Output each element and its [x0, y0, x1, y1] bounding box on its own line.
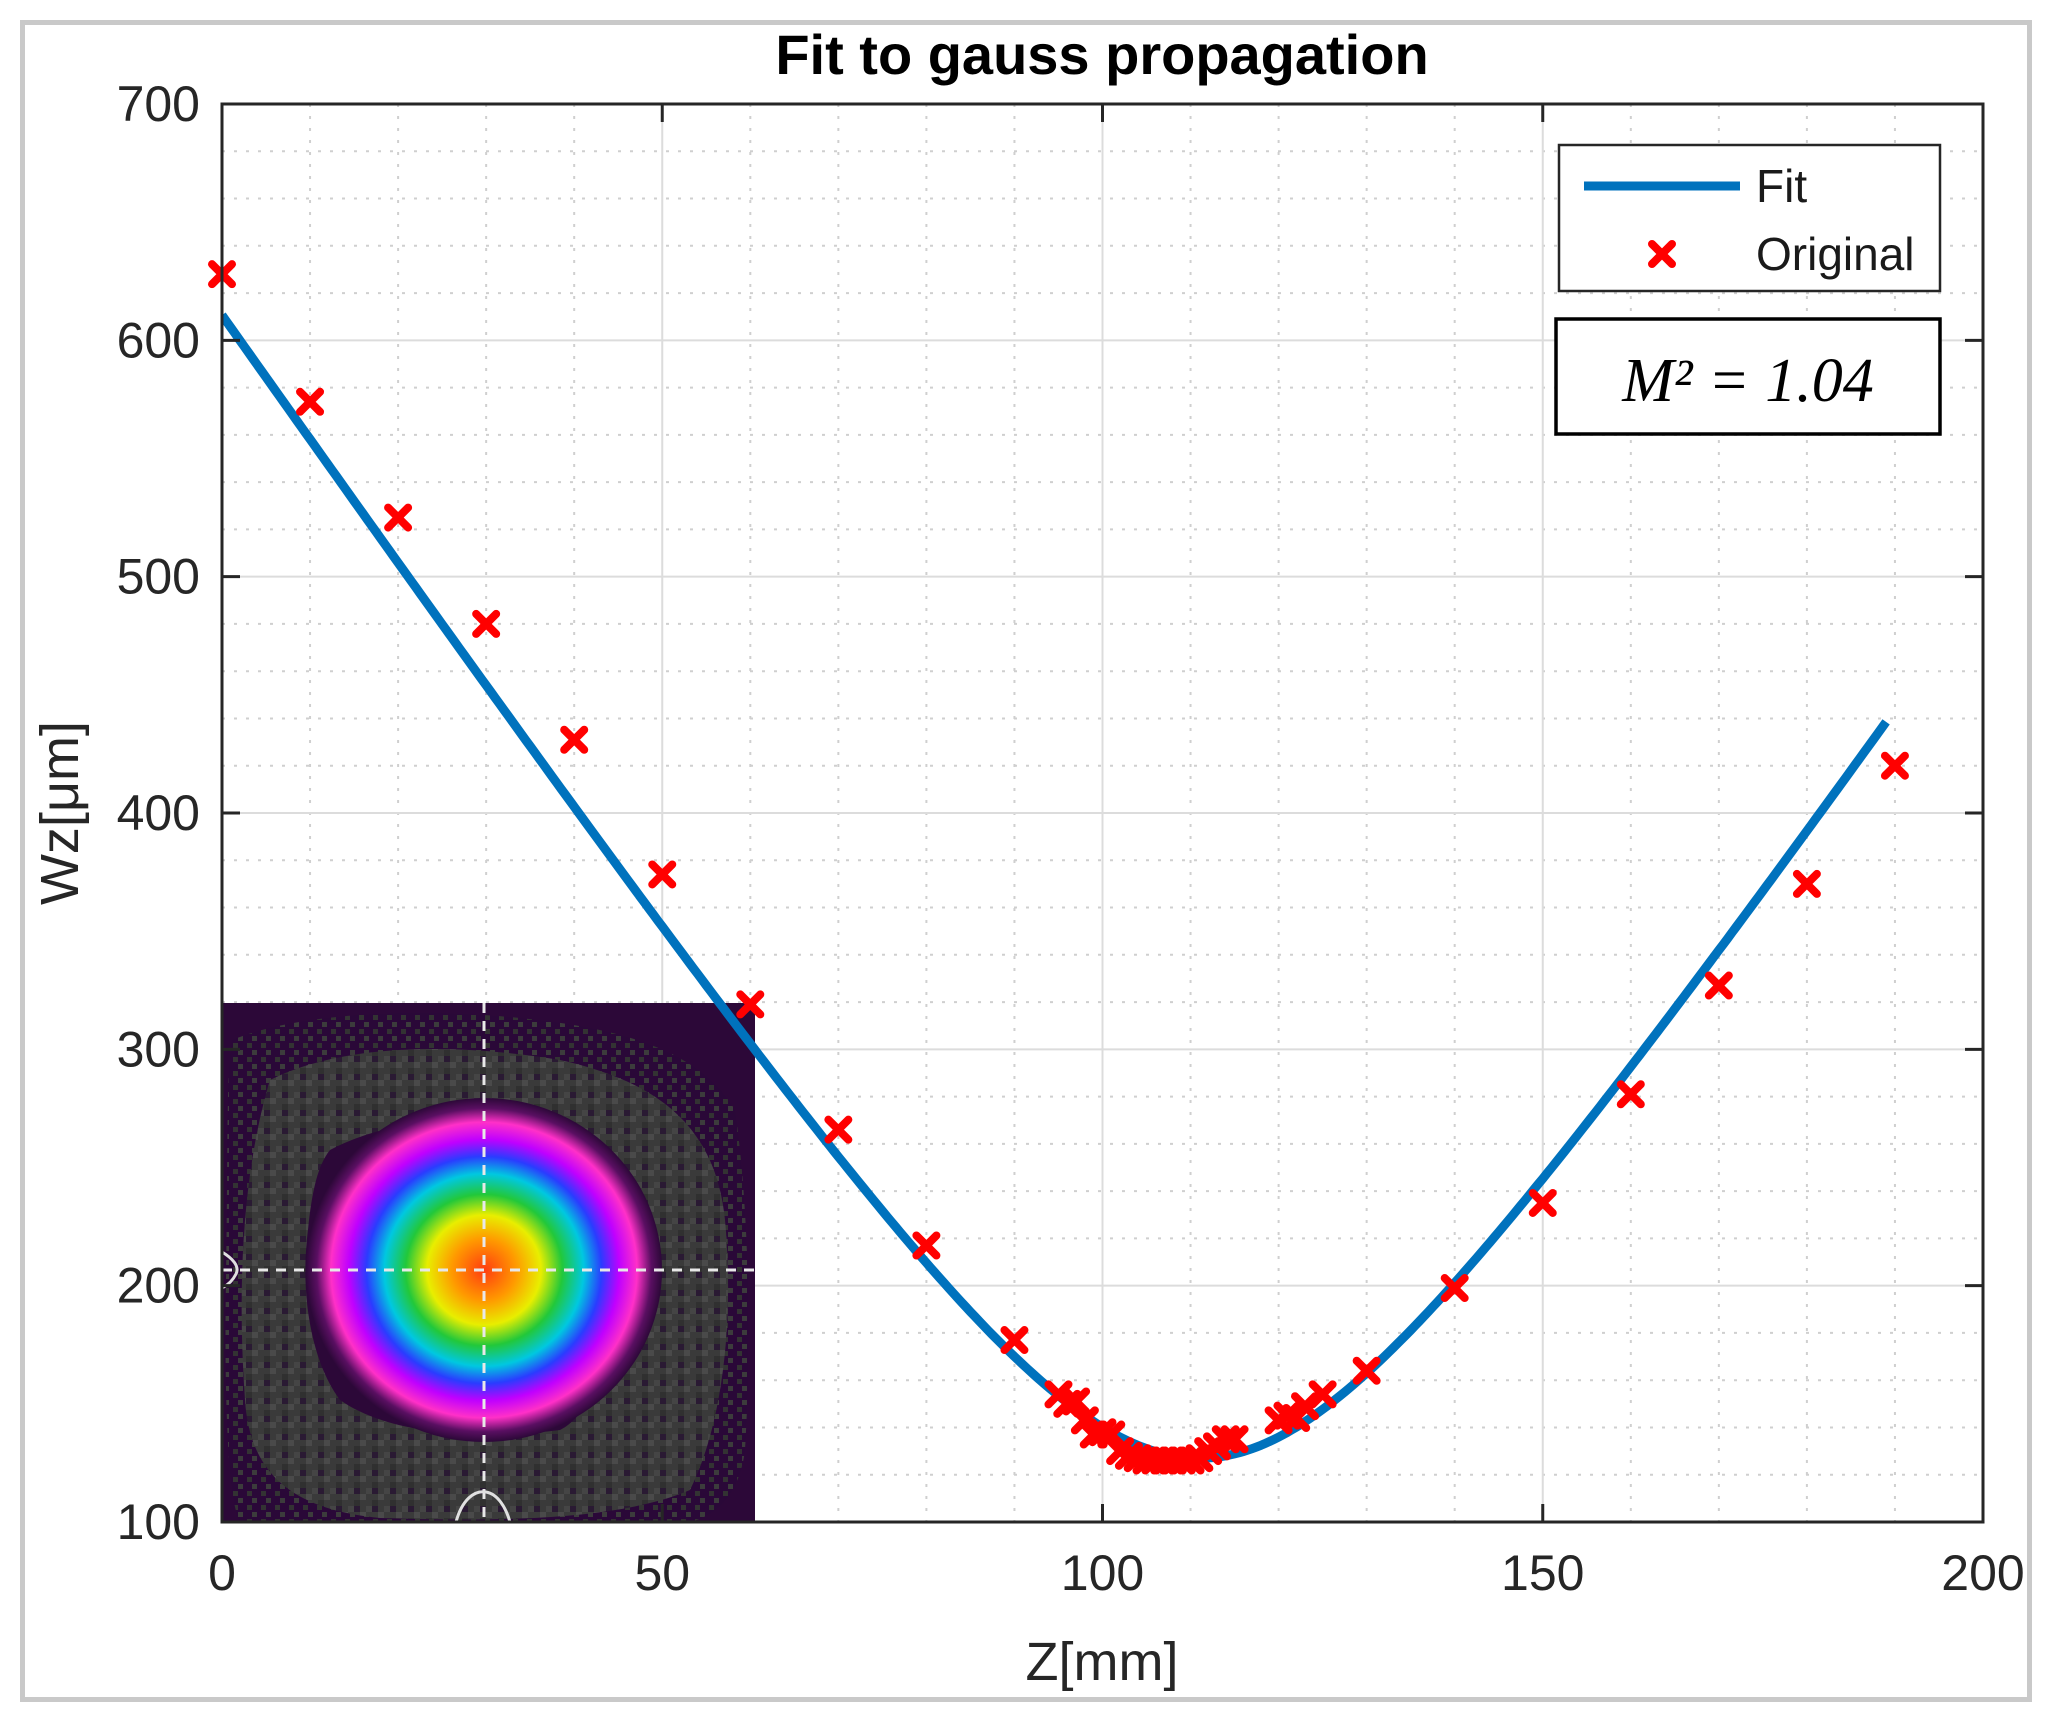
- original-point: [1704, 971, 1733, 1000]
- original-point: [1440, 1274, 1469, 1303]
- x-tick-label: 200: [1941, 1545, 2024, 1601]
- legend-original-swatch: [1648, 240, 1676, 268]
- y-tick-label: 600: [117, 312, 200, 368]
- tick-labels: 0 50 100 150 200 100 200 300 400 500 600 700: [117, 76, 2025, 1601]
- x-tick-label: 150: [1501, 1545, 1584, 1601]
- beam-profile-inset: [221, 1003, 755, 1523]
- original-point: [1000, 1326, 1029, 1355]
- annotation-text: M² = 1.04: [1621, 347, 1874, 415]
- m2-annotation: M² = 1.04: [1554, 317, 1942, 436]
- y-tick-label: 100: [117, 1494, 200, 1550]
- x-tick-label: 100: [1061, 1545, 1144, 1601]
- y-axis-label: Wz[μm]: [30, 721, 90, 905]
- original-point: [1880, 751, 1909, 780]
- x-tick-label: 50: [634, 1545, 690, 1601]
- y-tick-label: 400: [117, 785, 200, 841]
- original-point: [824, 1115, 853, 1144]
- axis-ticks: [220, 102, 1985, 1524]
- original-point: [1528, 1188, 1557, 1217]
- original-point: [560, 725, 589, 754]
- original-point: [296, 387, 325, 416]
- x-axis-label: Z[mm]: [1026, 1632, 1179, 1692]
- original-point: [1097, 1420, 1126, 1449]
- original-point: [648, 860, 677, 889]
- y-tick-label: 200: [117, 1258, 200, 1314]
- original-point: [1220, 1425, 1249, 1454]
- legend-box: [1557, 143, 1942, 293]
- y-tick-label: 500: [117, 549, 200, 605]
- original-point: [1308, 1380, 1337, 1409]
- legend: Fit Original: [1557, 143, 1942, 293]
- y-tick-label: 300: [117, 1021, 200, 1077]
- legend-original-label: Original: [1756, 228, 1915, 280]
- original-point: [1352, 1356, 1381, 1385]
- y-tick-label: 700: [117, 76, 200, 132]
- annotation-box: [1554, 317, 1942, 436]
- original-point: [736, 990, 765, 1019]
- original-point: [1792, 869, 1821, 898]
- original-point: [384, 503, 413, 532]
- original-point: [1616, 1080, 1645, 1109]
- original-point: [912, 1231, 941, 1260]
- original-point: [472, 609, 501, 638]
- data-markers: [208, 260, 1909, 1475]
- original-point: [1062, 1387, 1091, 1416]
- legend-fit-label: Fit: [1756, 160, 1807, 212]
- x-tick-label: 0: [208, 1545, 236, 1601]
- chart-title: Fit to gauss propagation: [775, 23, 1428, 86]
- original-point: [1291, 1392, 1320, 1421]
